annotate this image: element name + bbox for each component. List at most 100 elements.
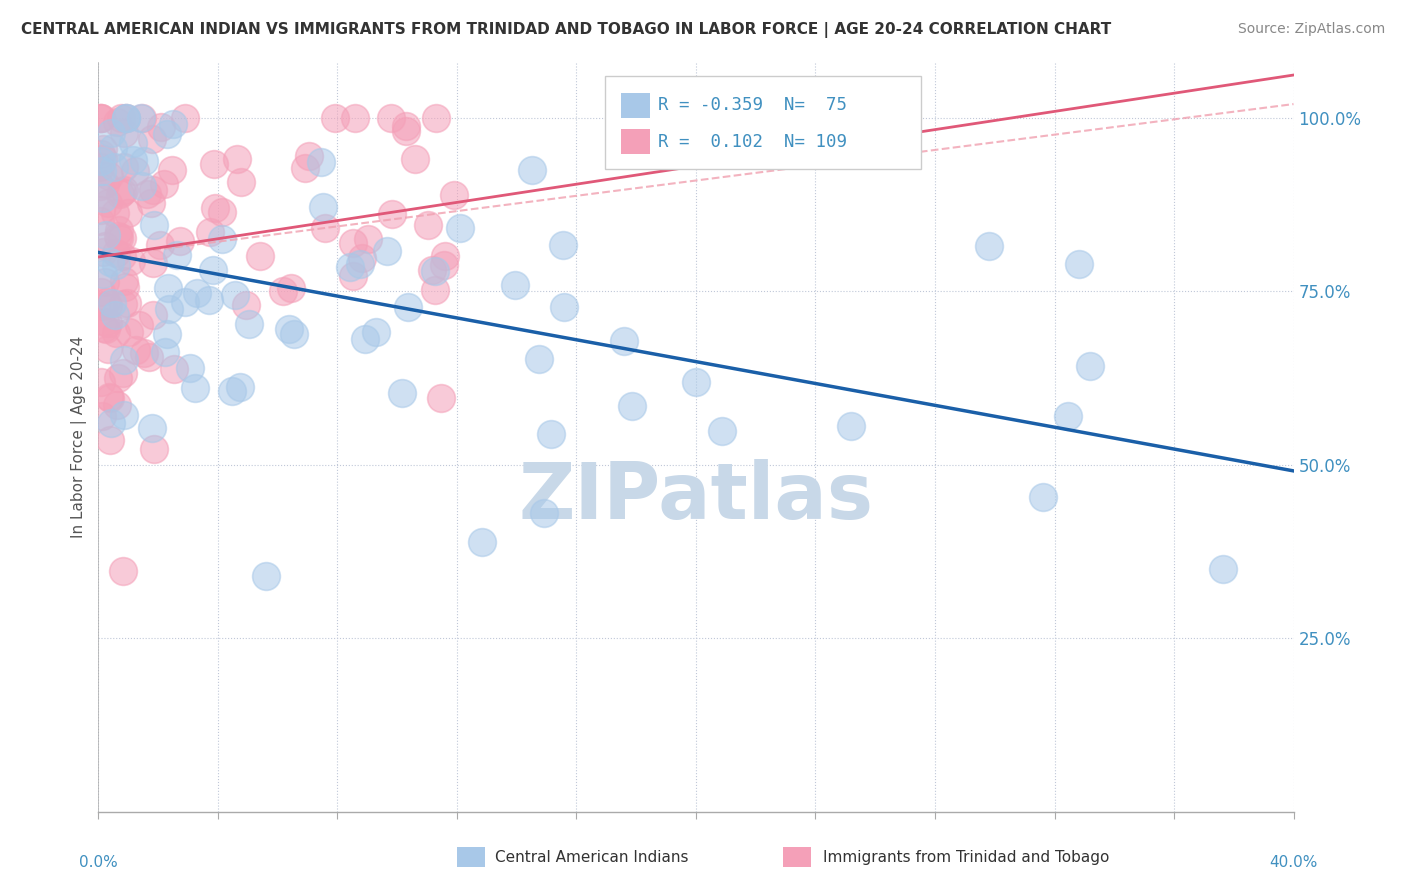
Point [613,334,636,348]
Point [111,186,134,200]
Point [107,223,129,237]
Point [97,316,120,330]
Point [125,343,148,357]
Point [132,346,155,360]
Point [104,309,127,323]
Point [157,302,180,317]
Point [114,111,136,125]
Point [271,284,294,298]
Point [142,309,165,323]
Point [98,391,121,405]
Point [98,255,121,269]
Point [142,183,165,197]
Point [229,175,252,189]
Point [104,326,127,340]
Point [91,164,114,178]
Point [93,321,115,335]
Point [94,294,117,309]
Point [111,366,134,380]
Point [211,232,233,246]
Point [131,178,153,193]
Point [105,258,128,272]
Point [711,424,734,438]
Point [122,153,145,167]
Point [314,221,336,235]
Point [142,256,165,270]
Point [108,231,131,245]
Point [90,202,112,217]
Point [173,111,195,125]
Point [169,234,191,248]
Point [115,296,138,310]
Point [156,127,179,141]
Point [107,398,129,412]
Point [94,177,117,191]
Point [157,281,180,295]
Point [685,375,707,389]
Text: Immigrants from Trinidad and Tobago: Immigrants from Trinidad and Tobago [823,850,1109,864]
Text: CENTRAL AMERICAN INDIAN VS IMMIGRANTS FROM TRINIDAD AND TOBAGO IN LABOR FORCE | : CENTRAL AMERICAN INDIAN VS IMMIGRANTS FR… [21,22,1111,38]
Point [342,269,364,284]
Point [89,285,111,300]
Point [93,142,115,156]
Text: ZIPatlas: ZIPatlas [519,459,873,535]
Point [90,154,112,169]
Point [108,186,131,201]
Point [420,263,443,277]
Point [97,297,120,311]
Point [94,321,117,335]
Point [142,442,165,456]
Point [503,278,526,293]
Point [105,246,128,260]
Point [349,257,371,271]
Point [396,300,419,314]
Point [112,296,135,310]
Point [425,264,447,278]
Point [120,254,142,268]
Point [111,249,134,263]
Point [179,361,201,376]
Point [229,380,252,394]
Point [101,296,124,310]
Point [173,295,195,310]
Point [202,156,225,170]
Point [357,232,380,246]
Point [553,300,575,314]
Point [1057,409,1080,424]
Point [430,391,453,405]
Point [90,111,112,125]
Point [443,188,465,202]
Point [1080,359,1102,373]
Point [527,352,550,367]
Point [339,260,361,274]
Point [449,221,471,235]
Point [150,120,173,134]
Point [115,111,138,125]
Point [155,345,177,359]
Point [107,371,129,385]
Point [91,409,114,424]
Point [124,163,146,178]
Point [91,244,114,259]
Point [283,326,305,341]
Text: R =  0.102  N= 109: R = 0.102 N= 109 [658,133,846,151]
Point [98,391,121,405]
Point [141,132,163,146]
Point [221,384,243,398]
Point [89,179,111,194]
Point [533,507,555,521]
Point [91,267,114,281]
Point [131,111,153,125]
Point [343,111,366,125]
Point [110,111,132,125]
Point [298,149,321,163]
Point [107,229,129,244]
Point [186,285,208,300]
Point [103,141,125,155]
Point [90,376,112,390]
Point [118,326,141,340]
Point [404,153,426,167]
Point [225,152,247,166]
Point [977,239,1000,253]
Point [117,205,139,219]
